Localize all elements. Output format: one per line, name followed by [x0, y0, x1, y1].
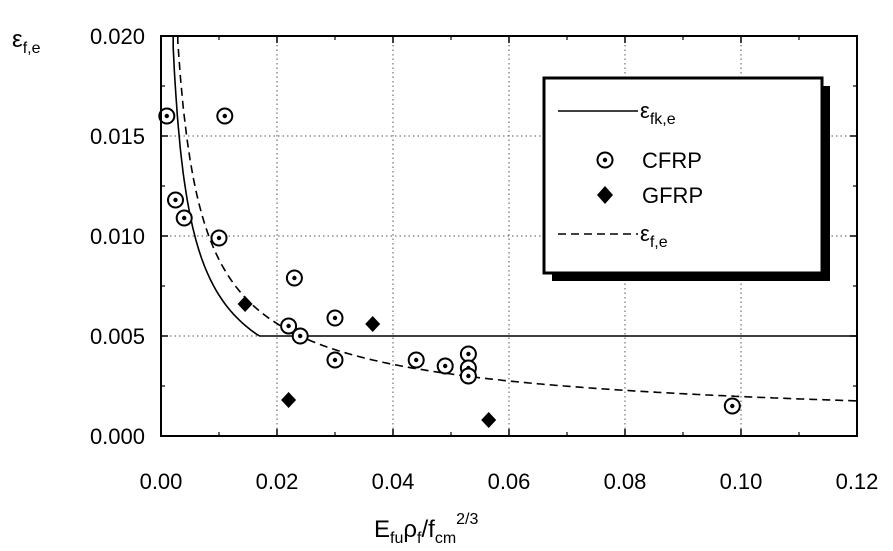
- legend-swatch-cfrp: [596, 151, 614, 169]
- data-point-cfrp: [407, 351, 425, 369]
- data-point-cfrp: [158, 107, 176, 125]
- data-point-cfrp: [285, 269, 303, 287]
- data-points: [158, 107, 741, 428]
- data-point-gfrp: [237, 296, 253, 312]
- data-point-cfrp: [280, 317, 298, 335]
- data-point-cfrp: [167, 191, 184, 209]
- y-tick-label: 0.000: [90, 424, 145, 449]
- data-point-cfrp: [326, 309, 344, 327]
- legend-label-fk: εfk,e: [640, 98, 676, 128]
- legend-box: [542, 76, 824, 275]
- y-tick-labels: 0.000 0.005 0.010 0.015 0.020: [90, 24, 145, 449]
- data-point-cfrp: [291, 327, 309, 345]
- x-tick-label: 0.10: [720, 469, 763, 494]
- x-tick-label: 0.00: [140, 469, 183, 494]
- data-point-cfrp: [326, 351, 344, 369]
- x-tick-label: 0.06: [488, 469, 531, 494]
- y-axis-title: εf,e: [12, 26, 41, 57]
- legend-label-fe: εf,e: [640, 221, 668, 251]
- x-tick-label: 0.02: [256, 469, 299, 494]
- legend-label-gfrp: GFRP: [642, 183, 703, 208]
- data-point-cfrp: [436, 357, 454, 375]
- x-axis-title: Efuρf/fcm2/3: [374, 511, 478, 547]
- data-point-cfrp: [459, 345, 477, 363]
- data-point-cfrp: [723, 397, 741, 415]
- x-tick-labels: 0.00 0.02 0.04 0.06 0.08 0.10 0.12: [140, 469, 879, 494]
- series-line-fk: [172, 36, 857, 337]
- x-tick-label: 0.12: [836, 469, 879, 494]
- y-tick-label: 0.010: [90, 224, 145, 249]
- data-point-gfrp: [281, 392, 297, 408]
- y-tick-label: 0.020: [90, 24, 145, 49]
- data-point-cfrp: [459, 367, 477, 385]
- data-point-cfrp: [175, 209, 193, 227]
- legend-label-cfrp: CFRP: [642, 148, 702, 173]
- x-tick-label: 0.04: [372, 469, 415, 494]
- legend-swatch-gfrp: [597, 186, 613, 204]
- data-point-gfrp: [481, 412, 497, 428]
- data-point-gfrp: [365, 316, 381, 332]
- x-tick-label: 0.08: [604, 469, 647, 494]
- legend: εfk,e CFRP GFRP εf,e: [542, 76, 830, 281]
- y-tick-label: 0.005: [90, 324, 145, 349]
- tick-marks: [160, 35, 858, 437]
- curves: [172, 36, 858, 402]
- y-tick-label: 0.015: [90, 124, 145, 149]
- data-point-cfrp: [210, 229, 228, 247]
- data-point-cfrp: [216, 107, 234, 125]
- series-line-fe: [177, 36, 858, 402]
